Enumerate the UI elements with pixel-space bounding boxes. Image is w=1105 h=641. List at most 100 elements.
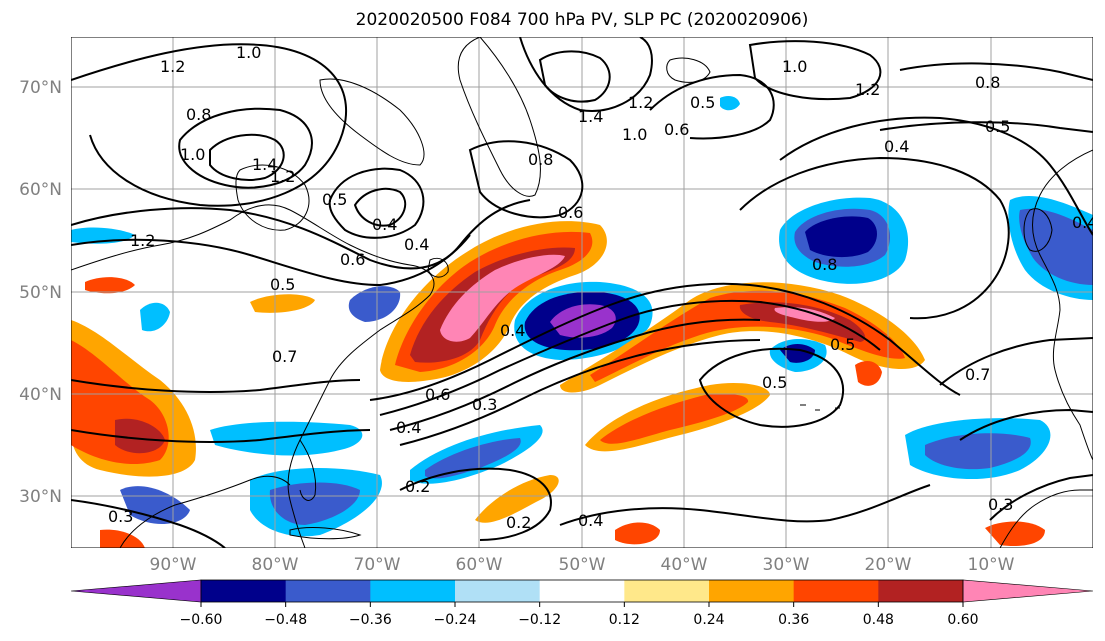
- contour-labels: 1.0 1.2 0.8 1.0 1.4 1.2 1.2 0.5 0.4 0.6 …: [108, 43, 1097, 532]
- contour-label: 0.3: [472, 395, 497, 414]
- slp-contour-9: [379, 299, 881, 416]
- colorbar-frame: [200, 579, 964, 603]
- slp-contour-10: [389, 318, 761, 431]
- colorbar-segment: [793, 580, 879, 602]
- contour-label: 1.2: [270, 167, 295, 186]
- pv-positive-s: [615, 522, 660, 545]
- contour-label: 0.7: [272, 347, 297, 366]
- slp-contour-16: [698, 347, 845, 428]
- coastlines: [71, 37, 1093, 548]
- lat-label: 50°N: [19, 283, 62, 303]
- colorbar-segment: [370, 580, 456, 602]
- coast-europe: [1032, 149, 1093, 461]
- coast-baffin: [319, 78, 425, 166]
- contour-label: 0.4: [1072, 213, 1097, 232]
- pv-negative-hudson: [348, 286, 401, 322]
- contour-label: 0.5: [690, 93, 715, 112]
- contour-label: 1.0: [782, 57, 807, 76]
- contour-label: 0.4: [884, 137, 909, 156]
- lon-label: 80°W: [252, 555, 299, 575]
- contour-label: 0.4: [396, 418, 421, 437]
- contour-label: 0.5: [830, 335, 855, 354]
- slp-contour-26: [959, 408, 1093, 441]
- coast-florida: [299, 439, 317, 501]
- colorbar-segment: [878, 580, 964, 602]
- slp-contour-15: [559, 484, 931, 526]
- coast-newfoundland: [427, 257, 449, 278]
- slp-contour-29: [468, 140, 584, 219]
- contour-label: 1.2: [628, 93, 653, 112]
- pv-strong-band-atl: [739, 302, 866, 342]
- slp-contour-20: [748, 40, 882, 101]
- coast-cuba: [289, 527, 362, 540]
- contour-label: 1.4: [252, 155, 277, 174]
- pv-pink-band-atl: [774, 307, 835, 322]
- slp-contour-23: [899, 62, 1093, 81]
- lon-label: 50°W: [559, 555, 606, 575]
- slp-contour-12: [71, 379, 361, 393]
- pv-negative-iceland: [720, 96, 740, 111]
- colorbar-extend-low: [70, 579, 202, 603]
- pv-positive-caribbean: [100, 529, 145, 548]
- coast-africa: [999, 489, 1093, 548]
- coast-uk: [1023, 208, 1053, 252]
- slp-contour-22: [739, 156, 1010, 320]
- colorbar-tick-label: 0.60: [947, 612, 978, 628]
- contour-label: 0.5: [270, 275, 295, 294]
- slp-contour-1: [71, 43, 348, 207]
- lon-label: 20°W: [865, 555, 912, 575]
- pv-positive-southcore-atl: [600, 393, 749, 444]
- slp-contour-8: [369, 282, 961, 401]
- contour-label: 0.3: [108, 507, 133, 526]
- colorbar-tick-label: −0.36: [349, 612, 392, 628]
- contour-label: 1.0: [180, 145, 205, 164]
- colorbar-extend-high: [962, 579, 1094, 603]
- slp-contour-5: [71, 234, 471, 287]
- slp-contours: [71, 37, 1093, 548]
- contour-label: 0.6: [425, 385, 450, 404]
- colorbar-tick-label: −0.24: [434, 612, 477, 628]
- slp-contour-3: [209, 133, 285, 181]
- lon-label: 30°W: [763, 555, 810, 575]
- pv-negative-sw-atl-core: [425, 438, 521, 479]
- pv-positive-canaries: [855, 360, 882, 386]
- contour-label: 1.0: [622, 125, 647, 144]
- contour-label: 0.8: [528, 150, 553, 169]
- colorbar-tick-label: −0.48: [264, 612, 307, 628]
- colorbar-tick-label: −0.60: [180, 612, 223, 628]
- pv-positive-sw: [475, 475, 559, 523]
- colorbar-tick-label: 0.12: [609, 612, 640, 628]
- contour-label: 0.6: [558, 203, 583, 222]
- slp-contour-11: [399, 339, 761, 446]
- colorbar-segment: [539, 580, 625, 602]
- figure-title: 2020020500 F084 700 hPa PV, SLP PC (2020…: [356, 10, 809, 30]
- contour-label: 0.4: [372, 215, 397, 234]
- pv-positive-africa: [985, 521, 1045, 547]
- pv-negative-lakes: [140, 302, 170, 332]
- contour-label: 0.4: [404, 235, 429, 254]
- contour-label: 0.8: [812, 255, 837, 274]
- coast-greenland: [457, 37, 541, 197]
- coast-hudson-bay: [235, 164, 310, 231]
- contour-label: 0.5: [762, 373, 787, 392]
- pv-negative-greenland-inner: [805, 216, 877, 258]
- contour-label: 0.2: [405, 477, 430, 496]
- contour-label: 1.4: [578, 107, 603, 126]
- slp-contour-18: [538, 50, 611, 103]
- contour-label: 0.5: [322, 190, 347, 209]
- pv-negative-se-core: [269, 482, 360, 525]
- contour-label: 0.8: [186, 105, 211, 124]
- contour-label: 0.6: [664, 120, 689, 139]
- pv-negative-gulf: [210, 421, 363, 456]
- lon-label: 40°W: [661, 555, 708, 575]
- map-panel: 1.0 1.2 0.8 1.0 1.4 1.2 1.2 0.5 0.4 0.6 …: [71, 37, 1097, 548]
- lon-label: 60°W: [456, 555, 503, 575]
- contour-label: 1.0: [236, 43, 261, 62]
- latitude-labels: 70°N 60°N 50°N 40°N 30°N: [19, 78, 62, 507]
- slp-contour-14: [399, 467, 552, 541]
- colorbar-tick-label: 0.36: [778, 612, 809, 628]
- contour-label: 0.6: [340, 250, 365, 269]
- slp-contour-28: [71, 499, 226, 548]
- pv-negative-inner-atl: [550, 304, 616, 338]
- slp-contour-21: [779, 116, 1093, 236]
